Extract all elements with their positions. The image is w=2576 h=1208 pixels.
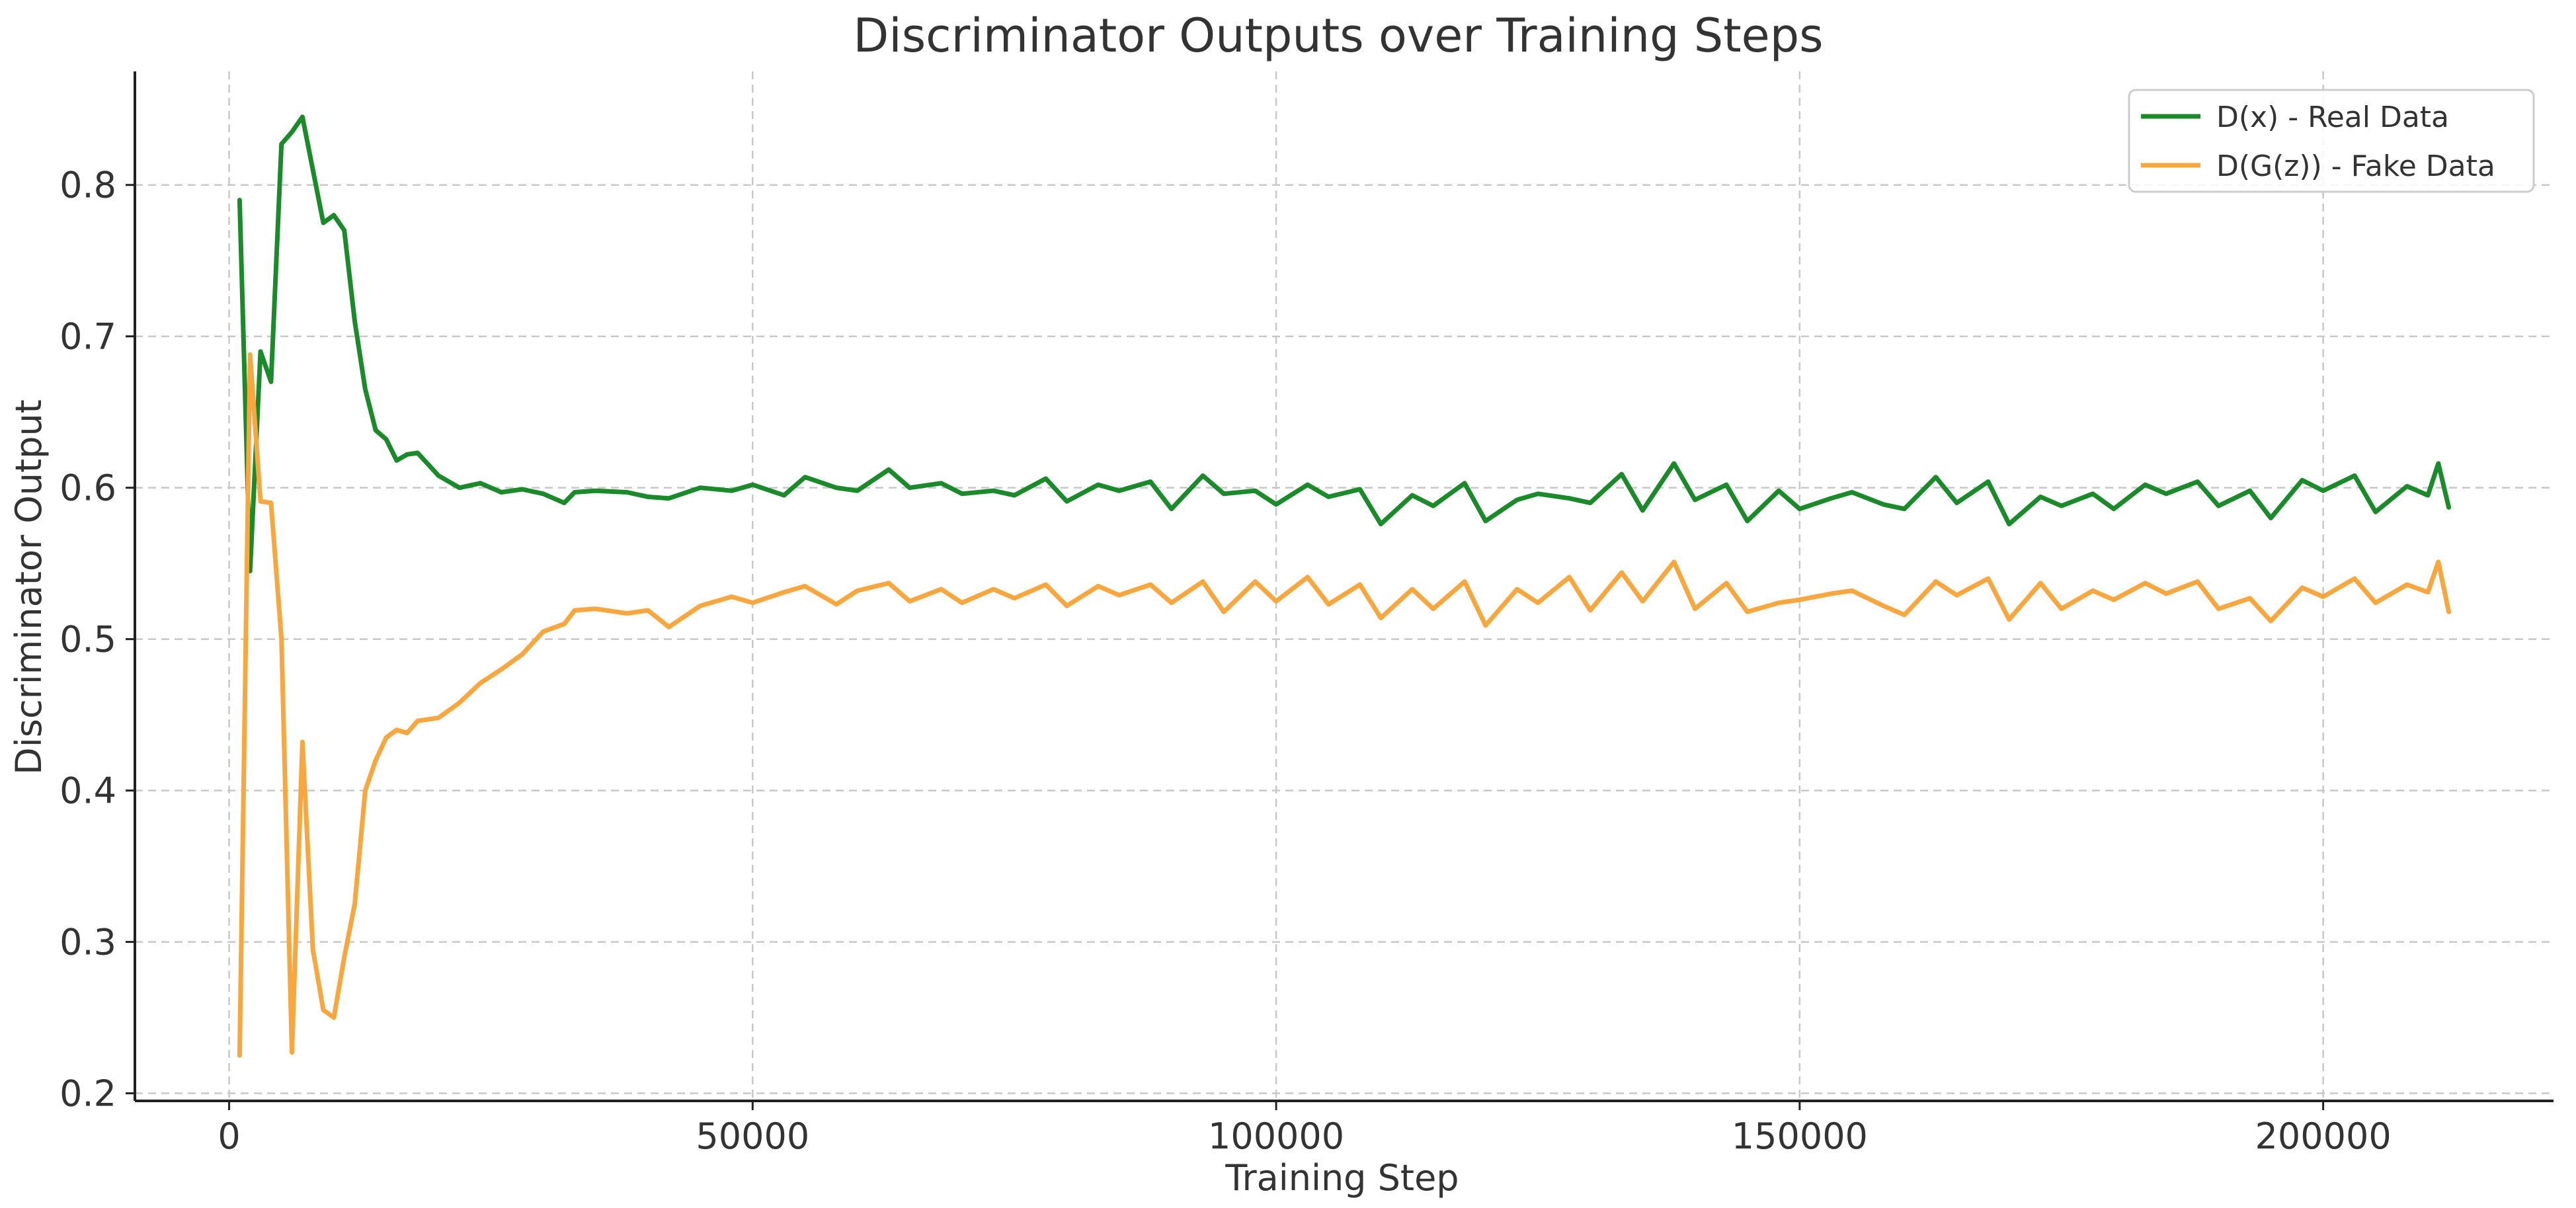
axis-ticks: 0 50000 100000 150000 200000 0.2 0.3 0.4 0.5 0.6 0… (60, 165, 2392, 1157)
y-tick-label: 0.7 (60, 316, 116, 358)
chart-title: Discriminator Outputs over Training Step… (853, 9, 1823, 63)
x-tick-label: 200000 (2255, 1115, 2392, 1157)
y-tick-label: 0.4 (60, 770, 116, 812)
legend: D(x) - Real Data D(G(z)) - Fake Data (2128, 89, 2535, 193)
x-tick-label: 0 (218, 1115, 240, 1157)
y-tick-label: 0.5 (60, 619, 116, 661)
series-lines (237, 114, 2452, 1058)
y-tick-label: 0.6 (60, 467, 116, 509)
series-line-1 (237, 114, 2452, 574)
legend-box (2128, 89, 2535, 193)
x-tick-label: 50000 (696, 1115, 809, 1157)
legend-label-1: D(x) - Real Data (2216, 101, 2449, 134)
y-axis-label: Discriminator Output (8, 399, 50, 775)
y-tick-label: 0.2 (60, 1073, 116, 1115)
y-tick-label: 0.3 (60, 922, 116, 963)
x-tick-label: 150000 (1732, 1115, 1868, 1157)
legend-label-2: D(G(z)) - Fake Data (2216, 149, 2495, 183)
series-line-2 (237, 352, 2452, 1058)
x-tick-label: 100000 (1208, 1115, 1344, 1157)
x-axis-label: Training Step (1225, 1157, 1459, 1199)
y-tick-label: 0.8 (60, 165, 116, 206)
